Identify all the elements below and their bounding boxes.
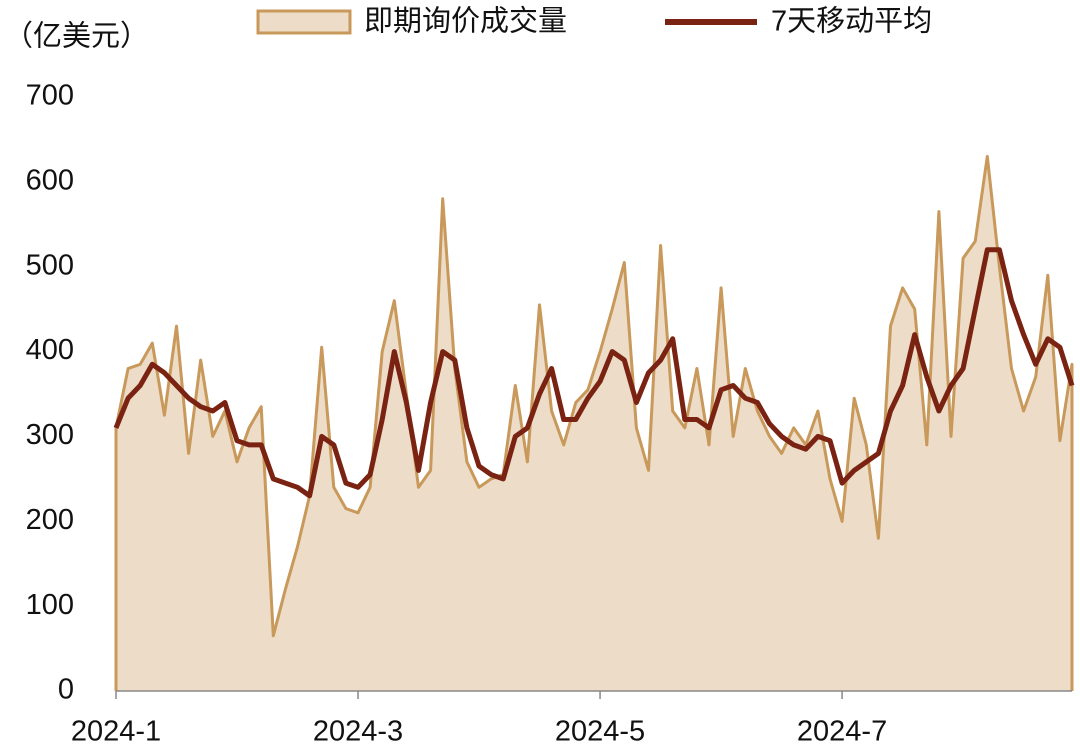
legend-label: 即期询价成交量: [364, 5, 567, 38]
x-tick-label: 2024-1: [71, 716, 161, 748]
area-outline: [114, 154, 1074, 691]
x-tick-label: 2024-3: [313, 716, 403, 748]
unit-label: （亿美元）: [4, 20, 149, 53]
y-tick-label: 400: [26, 334, 74, 366]
y-tick-label: 500: [26, 249, 74, 281]
legend-swatch: [256, 9, 352, 35]
x-tick-label: 2024-7: [797, 716, 887, 748]
x-tick-label: 2024-5: [555, 716, 645, 748]
y-tick-label: 100: [26, 589, 74, 621]
area-fill: [116, 156, 1072, 691]
line: [113, 247, 1075, 499]
y-tick-label: 700: [26, 80, 74, 112]
y-tick-label: 200: [26, 504, 74, 536]
y-tick-label: 300: [26, 419, 74, 451]
y-tick-label: 0: [58, 674, 74, 706]
legend-label: 7天移动平均: [771, 5, 932, 38]
y-tick-label: 600: [26, 165, 74, 197]
